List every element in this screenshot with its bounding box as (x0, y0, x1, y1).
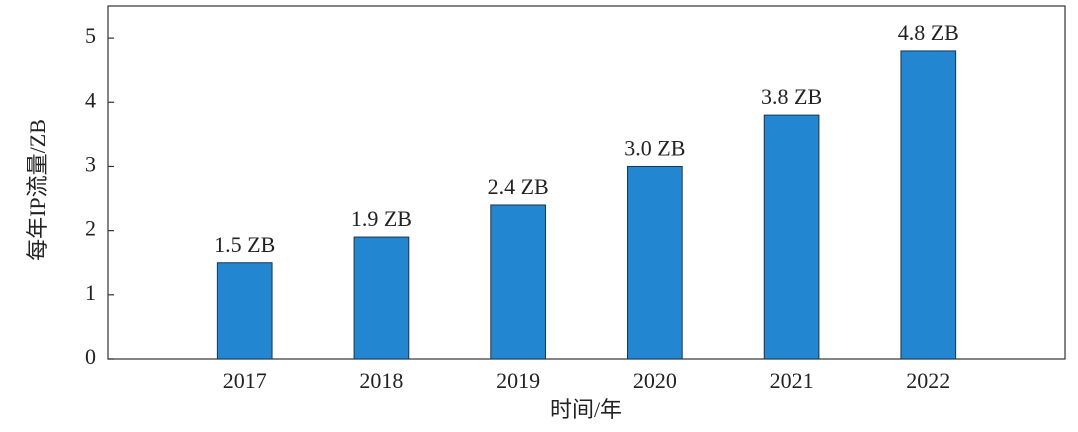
x-axis-label: 时间/年 (550, 397, 622, 422)
x-tick-label: 2018 (359, 368, 403, 393)
x-tick-label: 2022 (906, 368, 950, 393)
y-tick-label: 3 (85, 152, 96, 177)
x-tick-label: 2021 (770, 368, 814, 393)
y-tick-label: 2 (85, 216, 96, 241)
bar (627, 165, 683, 360)
value-label: 1.9 ZB (351, 206, 412, 231)
y-tick-label: 4 (85, 87, 96, 112)
y-tick-label: 5 (85, 23, 96, 48)
x-tick-label: 2017 (223, 368, 267, 393)
bar (900, 50, 957, 360)
bar (216, 262, 273, 360)
bar (763, 114, 820, 360)
x-tick-label: 2019 (496, 368, 540, 393)
y-axis-label: 每年IP流量/ZB (25, 119, 50, 261)
bar (490, 204, 546, 360)
plot-frame (107, 5, 1066, 360)
value-label: 3.0 ZB (624, 136, 685, 161)
value-label: 1.5 ZB (214, 232, 275, 257)
y-tick-label: 0 (85, 344, 96, 369)
value-label: 4.8 ZB (898, 20, 959, 45)
y-tick-label: 1 (85, 280, 96, 305)
bar (353, 236, 410, 360)
value-label: 2.4 ZB (488, 174, 549, 199)
value-label: 3.8 ZB (761, 84, 822, 109)
x-tick-label: 2020 (633, 368, 677, 393)
